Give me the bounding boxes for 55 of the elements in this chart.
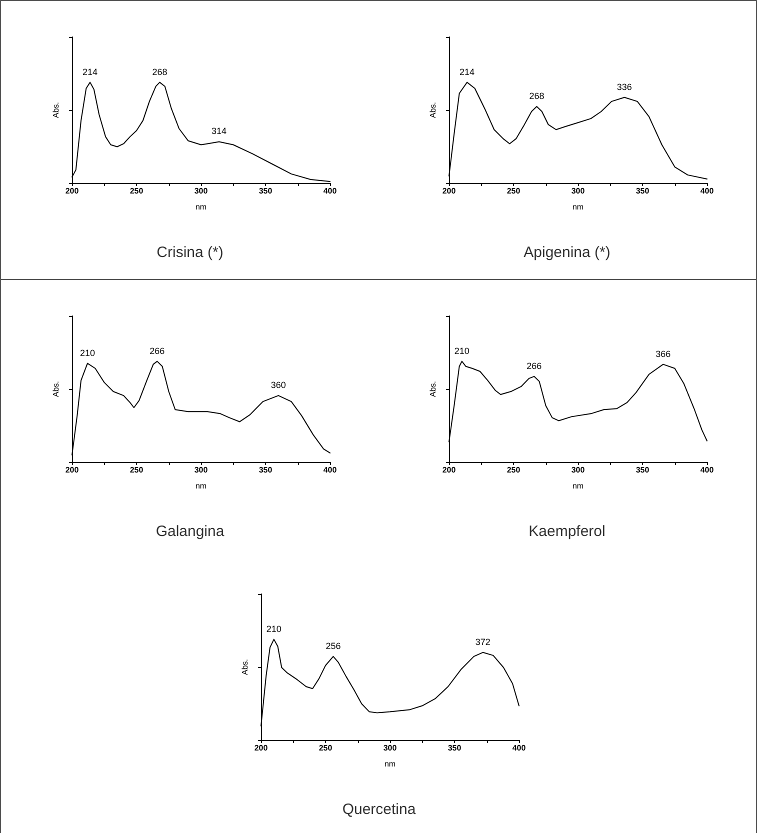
- annotation: 268: [529, 90, 544, 101]
- annotation: 256: [325, 640, 340, 651]
- x-tick-label: 350: [636, 466, 650, 474]
- y-axis-title: Abs.: [51, 102, 60, 118]
- x-tick-label: 250: [130, 186, 144, 196]
- annotation: 366: [656, 348, 671, 359]
- annotation: 210: [80, 348, 95, 358]
- x-tick-label: 200: [254, 744, 268, 752]
- annotation: 314: [211, 126, 226, 136]
- x-tick-label: 250: [130, 466, 144, 474]
- annotation: 372: [474, 636, 490, 647]
- x-tick-label: 300: [572, 466, 586, 474]
- annotation: 214: [460, 66, 475, 77]
- y-axis-title: Abs.: [240, 658, 249, 676]
- text: Apigenina (*): [524, 244, 611, 261]
- x-tick-label: 300: [572, 186, 586, 196]
- annotation: 266: [149, 346, 164, 356]
- x-tick-label: 200: [442, 186, 456, 196]
- y-axis-title: Abs.: [428, 102, 438, 118]
- y-axis-title: Abs.: [51, 380, 60, 398]
- x-tick-label: 250: [318, 744, 332, 752]
- x-tick-label: 200: [65, 186, 79, 196]
- x-axis-title: nm: [572, 482, 584, 490]
- annotation: 210: [266, 624, 281, 634]
- y-axis-title: Abs.: [428, 380, 438, 398]
- x-tick-label: 400: [323, 186, 337, 196]
- x-tick-label: 350: [258, 466, 272, 474]
- x-tick-label: 400: [700, 186, 714, 196]
- text: Crisina (*): [156, 244, 224, 261]
- annotation: 336: [617, 82, 632, 92]
- text: Quercetina: [342, 801, 416, 818]
- x-tick-label: 250: [507, 186, 521, 196]
- annotation: 266: [526, 360, 542, 371]
- text: Kaempferol: [528, 523, 606, 540]
- x-tick-label: 300: [382, 744, 397, 752]
- x-tick-label: 250: [507, 466, 521, 474]
- x-tick-label: 300: [194, 186, 208, 196]
- annotation: 210: [454, 346, 470, 356]
- x-tick-label: 200: [442, 466, 456, 474]
- annotation: 268: [152, 66, 167, 77]
- annotation: 360: [270, 380, 286, 390]
- x-axis-title: nm: [195, 482, 207, 490]
- annotation: 214: [82, 66, 98, 77]
- text: Galangina: [156, 523, 225, 540]
- x-axis-title: nm: [195, 202, 207, 212]
- x-tick-label: 200: [65, 466, 79, 474]
- x-tick-label: 350: [258, 186, 272, 196]
- x-tick-label: 400: [323, 466, 337, 474]
- x-tick-label: 400: [700, 466, 714, 474]
- x-tick-label: 350: [447, 744, 462, 752]
- x-tick-label: 350: [636, 186, 650, 196]
- x-tick-label: 300: [194, 466, 208, 474]
- x-axis-title: nm: [572, 202, 584, 212]
- x-axis-title: nm: [384, 760, 396, 768]
- x-tick-label: 400: [512, 744, 526, 752]
